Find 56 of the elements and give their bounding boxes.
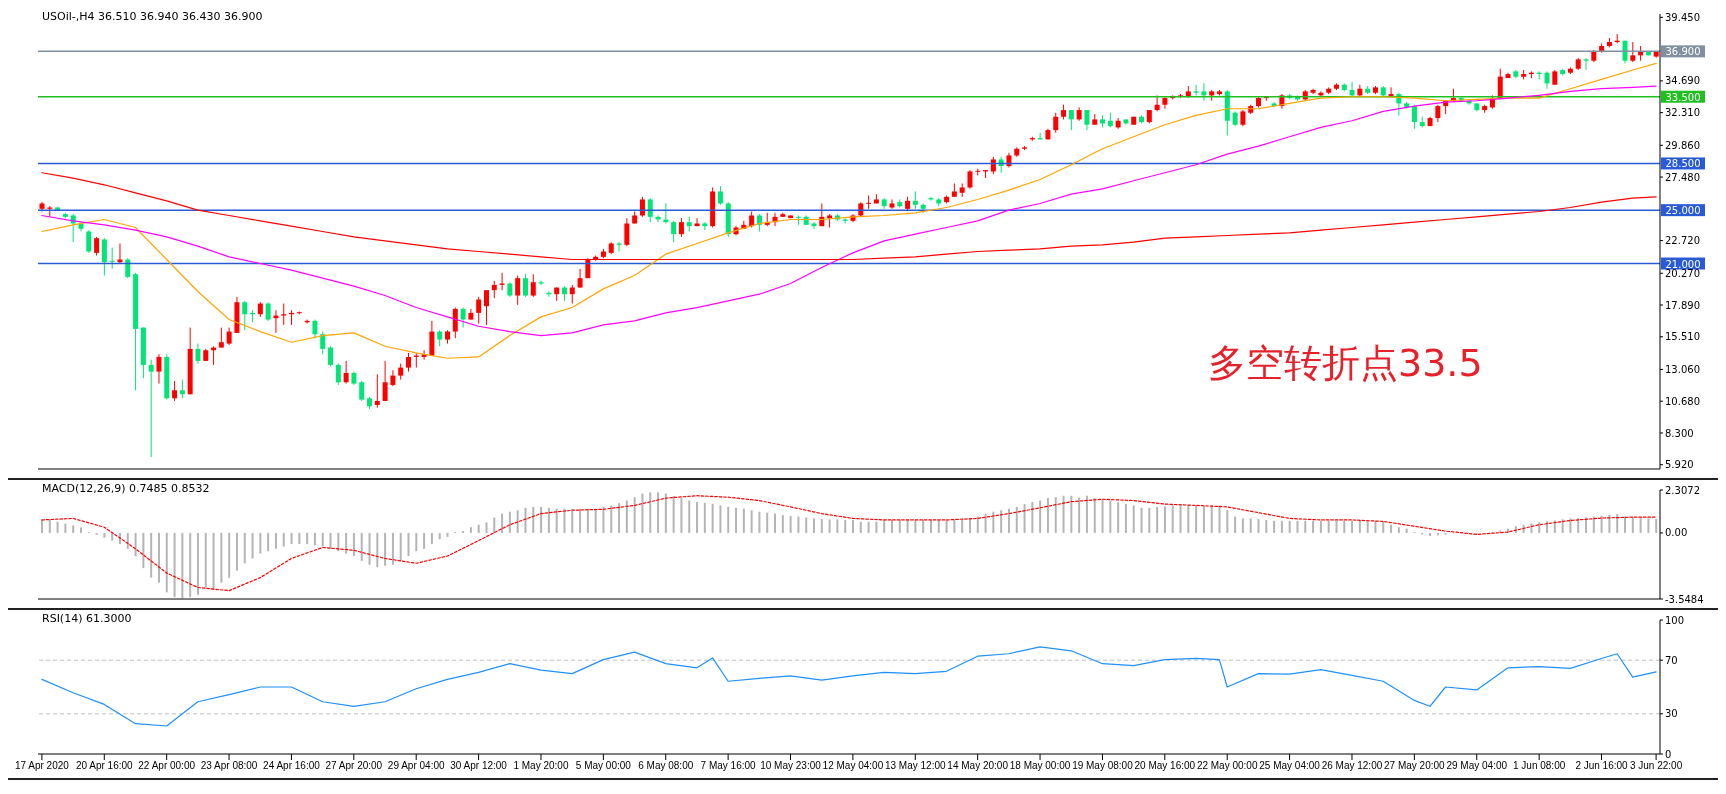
x-tick-label: 3 Jun 22:00 [1629,760,1683,772]
y-tick-label: 0 [1665,748,1672,760]
x-tick-label: 24 Apr 16:00 [263,760,321,772]
y-tick-label: 15.510 [1665,331,1700,343]
x-tick-label: 23 Apr 08:00 [200,760,258,772]
x-tick-label: 20 Apr 16:00 [75,760,134,772]
x-tick-label: 6 May 08:00 [638,760,694,772]
y-tick-label: 32.310 [1665,107,1700,119]
y-tick-label: 10.680 [1665,395,1700,407]
x-tick-label: 29 Apr 04:00 [387,760,445,772]
x-tick-label: 14 May 20:00 [947,760,1009,772]
x-tick-label: 30 Apr 12:00 [450,760,508,772]
y-tick-label: 0.00 [1665,527,1688,539]
x-tick-label: 18 May 00:00 [1009,760,1071,772]
y-tick-label: 27.480 [1665,171,1700,183]
y-tick-label: 17.890 [1665,299,1700,311]
y-tick-label: 100 [1665,614,1685,626]
ref-line-label: 25.000 [1665,205,1701,217]
y-tick-label: 8.300 [1665,427,1694,439]
y-tick-label: 39.450 [1665,11,1700,23]
x-tick-label: 5 May 00:00 [575,760,632,772]
x-tick-label: 13 May 12:00 [884,760,947,772]
x-tick-label: 12 May 04:00 [822,760,884,772]
x-tick-label: 19 May 08:00 [1072,760,1134,772]
y-tick-label: 2.3072 [1665,484,1700,496]
x-tick-label: 20 May 16:00 [1134,760,1196,772]
x-tick-label: 1 Jun 08:00 [1513,760,1566,772]
ref-line-label: 36.900 [1665,46,1701,58]
y-tick-label: 22.720 [1665,235,1700,247]
x-tick-label: 22 Apr 00:00 [138,760,196,772]
y-tick-label: 5.920 [1665,459,1694,471]
x-tick-label: 10 May 23:00 [760,760,822,772]
chart-title: USOil-,H4 36.510 36.940 36.430 36.900 [42,10,263,23]
x-tick-label: 29 May 04:00 [1446,760,1508,772]
x-tick-label: 22 May 00:00 [1196,760,1258,772]
y-tick-label: 30 [1665,708,1678,720]
x-tick-label: 7 May 16:00 [700,760,757,772]
y-tick-label: 29.860 [1665,139,1700,151]
x-tick-label: 1 May 20:00 [513,760,569,772]
x-tick-label: 26 May 12:00 [1321,760,1383,772]
y-tick-label: 20.270 [1665,267,1700,279]
x-tick-label: 27 Apr 20:00 [325,760,383,772]
x-tick-label: 2 Jun 16:00 [1575,760,1629,772]
y-tick-label: -3.5484 [1665,593,1704,605]
ref-line-label: 21.000 [1665,258,1701,270]
chart-title: MACD(12,26,9) 0.7485 0.8532 [42,482,210,495]
y-tick-label: 34.690 [1665,75,1700,87]
ref-line-label: 33.500 [1665,91,1701,103]
x-tick-label: 17 Apr 2020 [14,760,70,772]
y-tick-label: 70 [1665,654,1678,666]
y-tick-label: 13.060 [1665,364,1700,376]
chart-title: RSI(14) 61.3000 [42,612,132,625]
annotation: 多空转折点33.5 [1208,340,1483,387]
x-tick-label: 27 May 20:00 [1384,760,1446,772]
ref-line-label: 28.500 [1665,158,1701,170]
x-tick-label: 25 May 04:00 [1259,760,1321,772]
